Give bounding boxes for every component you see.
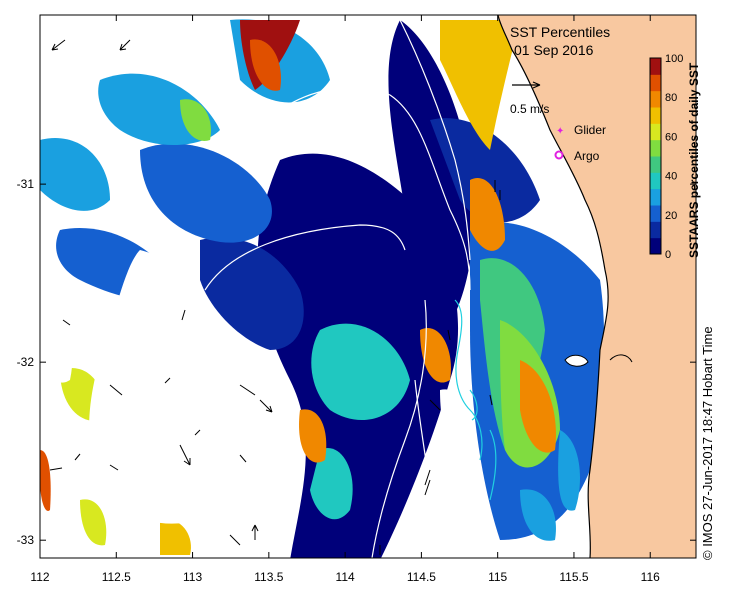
colorbar-swatch xyxy=(650,188,661,206)
map-title-line1: SST Percentiles xyxy=(510,24,610,40)
scale-vector-label: 0.5 m/s xyxy=(510,102,549,116)
x-tick-label: 116 xyxy=(641,570,660,584)
colorbar-frame xyxy=(649,57,662,255)
glider-label: Glider xyxy=(574,123,606,137)
x-tick-label: 115 xyxy=(488,570,507,584)
colorbar-swatch xyxy=(650,58,661,75)
land-mass xyxy=(498,15,696,558)
colorbar-swatch xyxy=(650,172,661,190)
argo-label: Argo xyxy=(574,149,600,163)
argo-marker-icon xyxy=(554,150,564,160)
coastline xyxy=(497,15,609,558)
plot-frame xyxy=(39,14,697,559)
colorbar-swatch xyxy=(650,90,661,108)
colorbar-swatch xyxy=(650,107,661,124)
colorbar-swatch xyxy=(650,139,661,157)
colorbar-swatch xyxy=(650,123,661,141)
colorbar-swatch xyxy=(650,156,661,173)
map-title-line2: 01 Sep 2016 xyxy=(514,42,594,58)
x-axis: 112 112.5 113 113.5 114 114.5 115 115.5 116 xyxy=(30,15,660,584)
y-tick-label: -33 xyxy=(17,533,35,547)
colorbar-tick-label: 20 xyxy=(665,210,677,222)
x-tick-label: 112 xyxy=(30,570,49,584)
y-tick-label: -32 xyxy=(17,355,35,369)
x-tick-label: 115.5 xyxy=(559,570,588,584)
colorbar-swatch xyxy=(650,74,661,92)
glider-marker-icon: ✦ xyxy=(556,126,564,137)
colorbar-tick-label: 0 xyxy=(665,249,671,261)
colorbar-tick-label: 100 xyxy=(665,53,683,65)
colorbar-swatch xyxy=(650,237,661,255)
scale-vector xyxy=(512,81,541,89)
y-axis: -31 -32 -33 xyxy=(17,177,696,547)
colorbar-label: SSTAARS percentiles of daily SST xyxy=(687,62,701,258)
colorbar-tick-label: 40 xyxy=(665,171,677,183)
credit-text: © IMOS 27-Jun-2017 18:47 Hobart Time xyxy=(700,326,715,560)
colorbar-swatch xyxy=(650,205,661,222)
sst-field xyxy=(40,15,696,558)
colorbar-tick-label: 80 xyxy=(665,92,677,104)
x-tick-label: 114.5 xyxy=(407,570,436,584)
x-tick-label: 114 xyxy=(336,570,355,584)
x-tick-label: 113.5 xyxy=(254,570,283,584)
y-tick-label: -31 xyxy=(17,177,35,191)
colorbar: 0 20 40 60 80 100 xyxy=(650,53,683,261)
x-tick-label: 113 xyxy=(183,570,202,584)
colorbar-swatch xyxy=(650,221,661,239)
colorbar-tick-label: 60 xyxy=(665,131,677,143)
current-vectors xyxy=(49,39,501,555)
x-tick-label: 112.5 xyxy=(102,570,131,584)
